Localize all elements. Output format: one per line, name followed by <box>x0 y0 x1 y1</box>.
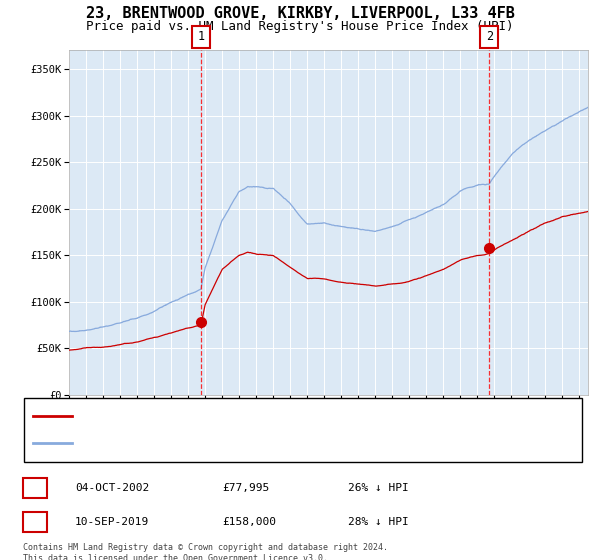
Text: 26% ↓ HPI: 26% ↓ HPI <box>348 483 409 493</box>
Text: HPI: Average price, detached house, Knowsley: HPI: Average price, detached house, Know… <box>78 438 337 447</box>
Text: 1: 1 <box>197 30 205 44</box>
Text: 2: 2 <box>31 517 38 527</box>
Text: Contains HM Land Registry data © Crown copyright and database right 2024.
This d: Contains HM Land Registry data © Crown c… <box>23 543 388 560</box>
Text: £158,000: £158,000 <box>222 517 276 527</box>
Text: Price paid vs. HM Land Registry's House Price Index (HPI): Price paid vs. HM Land Registry's House … <box>86 20 514 33</box>
Text: 04-OCT-2002: 04-OCT-2002 <box>75 483 149 493</box>
Text: 2: 2 <box>486 30 493 44</box>
Text: £77,995: £77,995 <box>222 483 269 493</box>
Text: 1: 1 <box>31 483 38 493</box>
Text: 23, BRENTWOOD GROVE, KIRKBY, LIVERPOOL, L33 4FB (detached house): 23, BRENTWOOD GROVE, KIRKBY, LIVERPOOL, … <box>78 410 454 421</box>
Text: 10-SEP-2019: 10-SEP-2019 <box>75 517 149 527</box>
Text: 28% ↓ HPI: 28% ↓ HPI <box>348 517 409 527</box>
Text: 23, BRENTWOOD GROVE, KIRKBY, LIVERPOOL, L33 4FB: 23, BRENTWOOD GROVE, KIRKBY, LIVERPOOL, … <box>86 7 514 21</box>
